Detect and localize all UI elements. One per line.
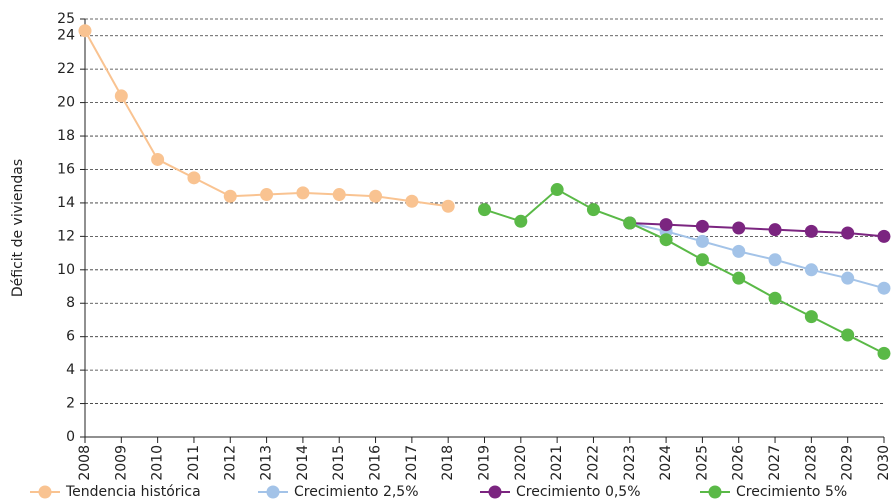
point (514, 214, 528, 228)
x-tick-label: 2030 (876, 445, 892, 481)
x-tick-label: 2017 (404, 445, 420, 481)
y-tick-label: 6 (66, 329, 75, 345)
y-tick-label: 0 (66, 429, 75, 445)
point (695, 234, 709, 248)
x-tick-label: 2012 (222, 445, 238, 481)
legend-label: Crecimiento 2,5% (294, 484, 419, 500)
point (332, 188, 346, 202)
point (732, 271, 746, 285)
x-tick-label: 2014 (295, 445, 311, 481)
y-tick-label: 20 (57, 95, 75, 111)
point (151, 152, 165, 166)
x-tick-label: 2025 (694, 445, 710, 481)
point (841, 328, 855, 342)
point (623, 216, 637, 230)
y-tick-label: 2 (66, 396, 75, 412)
y-tick-label: 14 (57, 195, 75, 211)
series-line (84, 30, 449, 208)
x-tick-label: 2019 (477, 445, 493, 481)
point (877, 229, 891, 243)
x-tick-label: 2015 (331, 445, 347, 481)
point (478, 203, 491, 217)
x-tick-label: 2026 (731, 445, 747, 481)
point (405, 194, 419, 208)
y-tick-label: 25 (57, 11, 75, 27)
point (695, 253, 709, 267)
legend-marker (488, 485, 502, 499)
series-line (484, 188, 885, 355)
y-tick-label: 18 (57, 128, 75, 144)
y-tick-label: 12 (57, 228, 75, 244)
x-tick-label: 2022 (585, 445, 601, 481)
point (114, 89, 128, 103)
x-tick-label: 2016 (368, 445, 384, 481)
x-tick-label: 2013 (259, 445, 275, 481)
point (369, 189, 383, 203)
x-tick-label: 2021 (549, 445, 565, 481)
x-tick-label: 2011 (186, 445, 202, 481)
y-tick-label: 24 (57, 28, 75, 44)
point (877, 346, 891, 360)
point (695, 219, 709, 233)
x-tick-label: 2024 (658, 445, 674, 481)
x-tick-label: 2027 (767, 445, 783, 481)
point (550, 183, 564, 197)
point (732, 221, 746, 235)
y-tick-label: 22 (57, 61, 75, 77)
legend-label: Crecimiento 5% (736, 484, 847, 500)
x-tick-label: 2009 (113, 445, 129, 481)
legend-label: Crecimiento 0,5% (516, 484, 641, 500)
point (804, 310, 818, 324)
point (223, 189, 237, 203)
point (187, 171, 201, 185)
point (877, 281, 891, 295)
legend-marker (708, 485, 722, 499)
point (586, 203, 600, 217)
point (804, 263, 818, 277)
point (841, 226, 855, 240)
point (768, 253, 782, 267)
point (296, 186, 310, 200)
legend-marker (38, 485, 52, 499)
y-axis-label: Déficit de viviendas (10, 159, 26, 297)
point (841, 271, 855, 285)
point (78, 24, 92, 38)
x-tick-label: 2023 (622, 445, 638, 481)
legend-label: Tendencia histórica (65, 484, 201, 500)
point (441, 199, 455, 213)
y-tick-label: 16 (57, 161, 75, 177)
point (659, 233, 673, 247)
x-tick-label: 2008 (77, 445, 93, 481)
point (804, 224, 818, 238)
point (659, 218, 673, 232)
y-tick-label: 8 (66, 295, 75, 311)
point (732, 244, 746, 258)
x-tick-label: 2018 (440, 445, 456, 481)
x-tick-label: 2020 (513, 445, 529, 481)
y-tick-label: 10 (57, 262, 75, 278)
point (260, 188, 274, 202)
x-tick-label: 2029 (840, 445, 856, 481)
point (768, 223, 782, 237)
x-tick-label: 2010 (150, 445, 166, 481)
legend-marker (266, 485, 280, 499)
point (768, 291, 782, 305)
y-tick-label: 4 (66, 362, 75, 378)
x-tick-label: 2028 (803, 445, 819, 481)
